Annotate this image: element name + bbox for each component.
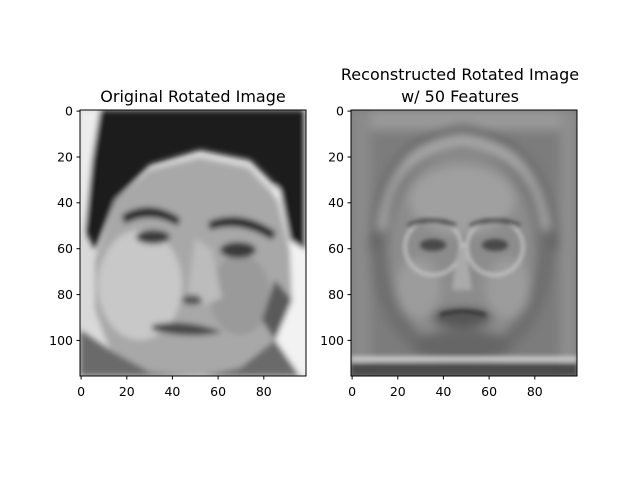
left-y-ticks: 0 20 40 60 80 100 xyxy=(49,104,80,348)
right-ytick-label: 20 xyxy=(328,149,344,164)
right-title-line-2: w/ 50 Features xyxy=(401,87,519,106)
right-xtick-label: 80 xyxy=(527,384,543,399)
left-ytick-label: 40 xyxy=(57,195,73,210)
right-title-line-1: Reconstructed Rotated Image xyxy=(341,65,579,84)
left-subplot: Original Rotated Image xyxy=(49,87,307,399)
right-axes-frame xyxy=(350,109,578,377)
left-ytick-label: 20 xyxy=(57,149,73,164)
right-ytick-label: 100 xyxy=(320,333,344,348)
left-x-ticks: 0 20 40 60 80 xyxy=(77,376,272,399)
left-xtick-label: 80 xyxy=(256,384,272,399)
right-x-ticks: 0 20 40 60 80 xyxy=(348,376,543,399)
right-ytick-label: 60 xyxy=(328,241,344,256)
right-y-ticks: 0 20 40 60 80 100 xyxy=(320,104,351,348)
left-ytick-label: 100 xyxy=(49,333,73,348)
right-xtick-label: 0 xyxy=(348,384,356,399)
right-ytick-label: 40 xyxy=(328,195,344,210)
left-xtick-label: 20 xyxy=(119,384,135,399)
left-xtick-label: 60 xyxy=(210,384,226,399)
left-ytick-label: 60 xyxy=(57,241,73,256)
right-image xyxy=(351,110,577,376)
right-ytick-label: 80 xyxy=(328,287,344,302)
right-xtick-label: 60 xyxy=(481,384,497,399)
left-ytick-label: 80 xyxy=(57,287,73,302)
right-xtick-label: 40 xyxy=(435,384,451,399)
right-subplot: Reconstructed Rotated Image w/ 50 Featur… xyxy=(320,65,579,399)
right-xtick-label: 20 xyxy=(390,384,406,399)
left-xtick-label: 0 xyxy=(77,384,85,399)
left-title: Original Rotated Image xyxy=(100,87,285,106)
left-ytick-label: 0 xyxy=(65,104,73,119)
right-ytick-label: 0 xyxy=(336,104,344,119)
left-xtick-label: 40 xyxy=(164,384,180,399)
left-axes-frame xyxy=(79,109,307,377)
left-image xyxy=(80,110,306,376)
